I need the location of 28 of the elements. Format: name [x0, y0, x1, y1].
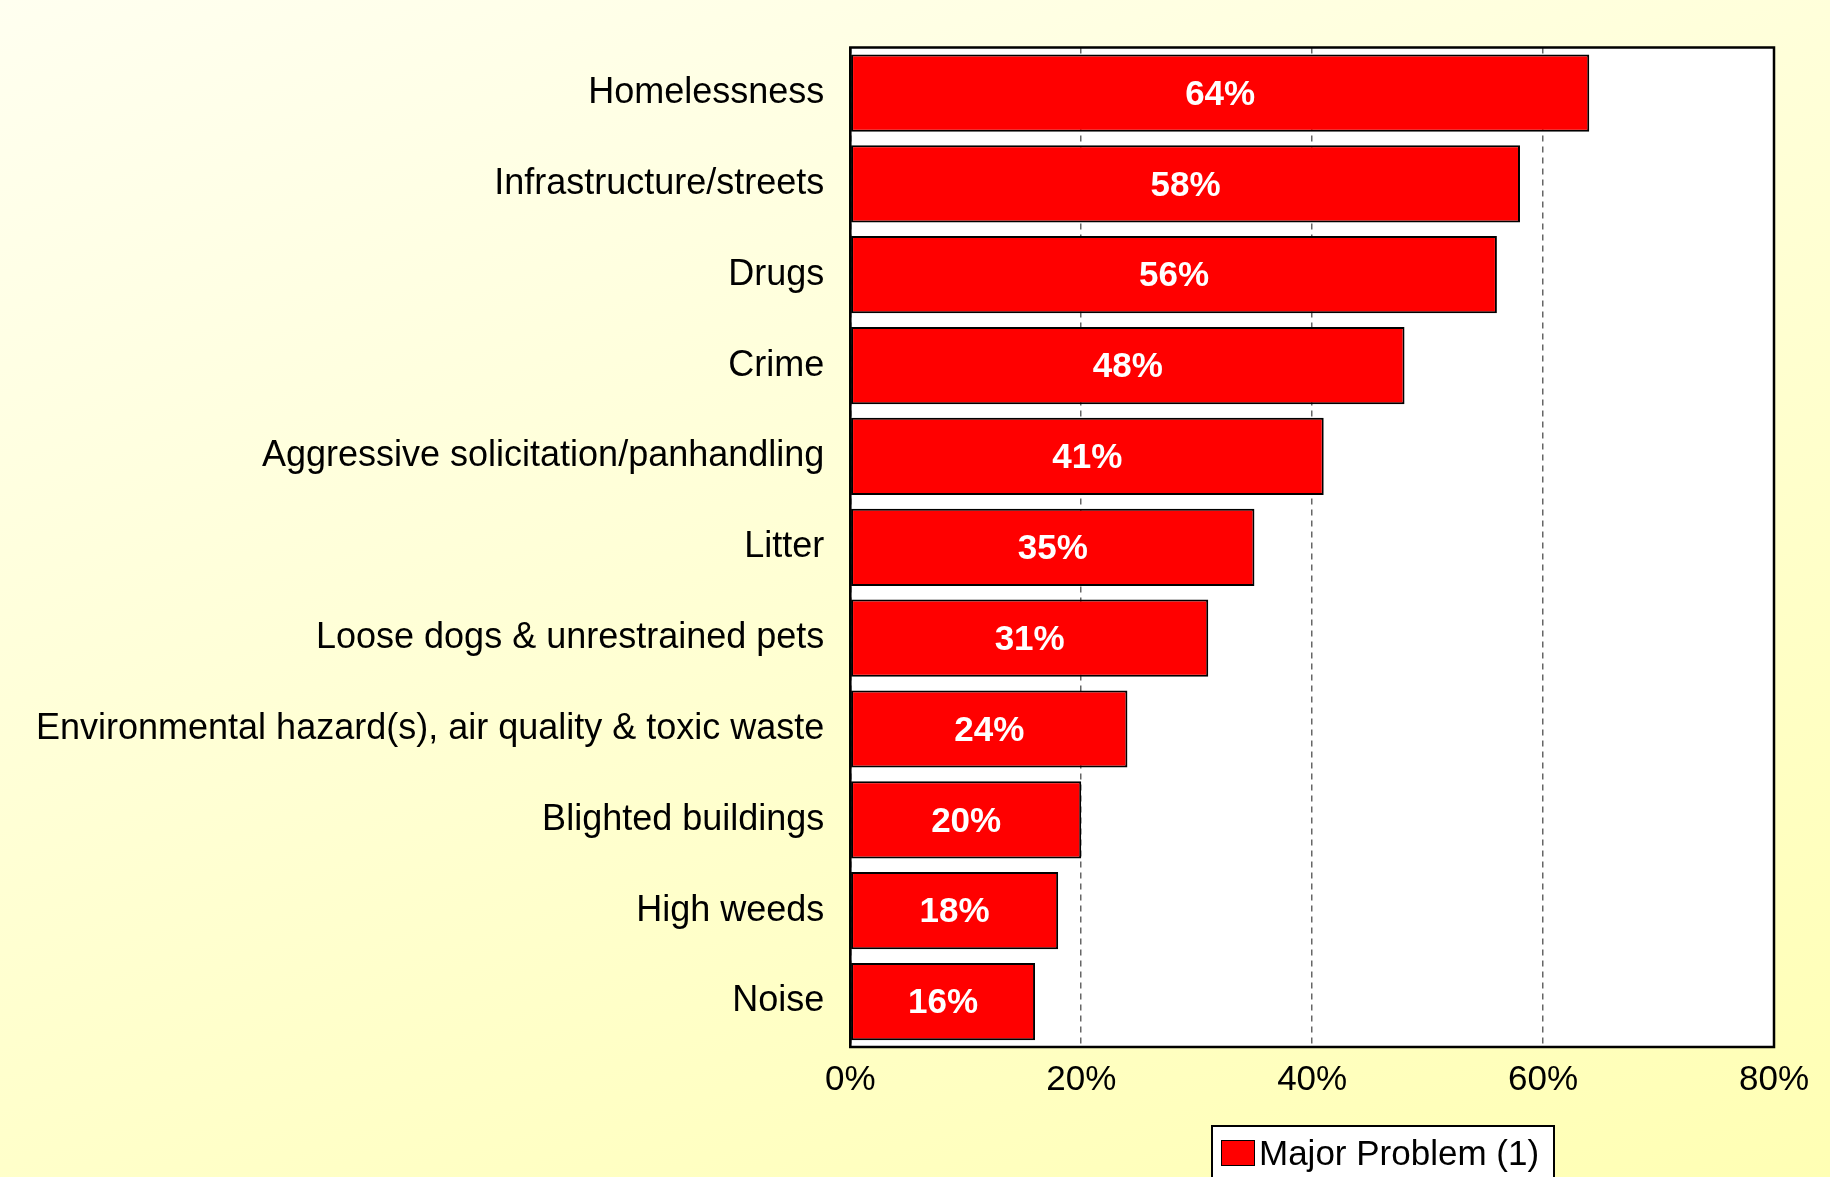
y-tick-label: Litter	[744, 524, 825, 566]
data-label: 18%	[919, 890, 990, 930]
y-tick-label: Aggressive solicitation/panhandling	[261, 433, 825, 475]
y-tick-label: High weeds	[636, 887, 825, 929]
data-label: 16%	[908, 981, 979, 1021]
data-label: 24%	[954, 708, 1025, 748]
y-tick-label: Homelessness	[588, 69, 825, 111]
y-tick-label: Drugs	[728, 251, 825, 293]
data-label: 64%	[1185, 72, 1256, 112]
data-label: 35%	[1017, 526, 1088, 566]
y-tick-label: Blighted buildings	[542, 796, 825, 838]
x-tick-label: 40%	[1277, 1057, 1348, 1097]
y-tick-label: Noise	[732, 978, 825, 1020]
x-tick-label: 80%	[1738, 1057, 1810, 1097]
data-label: 48%	[1092, 345, 1163, 385]
data-label: 20%	[931, 799, 1002, 839]
legend-label: Major Problem (1)	[1259, 1133, 1540, 1173]
data-label: 31%	[994, 617, 1065, 657]
x-tick-label: 60%	[1508, 1057, 1579, 1097]
data-label: 56%	[1138, 254, 1210, 294]
y-tick-label: Infrastructure/streets	[494, 160, 825, 202]
y-tick-label: Crime	[728, 342, 825, 384]
x-tick-label: 0%	[825, 1057, 876, 1097]
data-label: 41%	[1052, 436, 1123, 476]
x-tick-label: 20%	[1046, 1057, 1117, 1097]
y-tick-label: Loose dogs & unrestrained pets	[315, 615, 825, 657]
data-label: 58%	[1150, 163, 1221, 203]
y-tick-label: Environmental hazard(s), air quality & toxic waste	[36, 705, 825, 747]
